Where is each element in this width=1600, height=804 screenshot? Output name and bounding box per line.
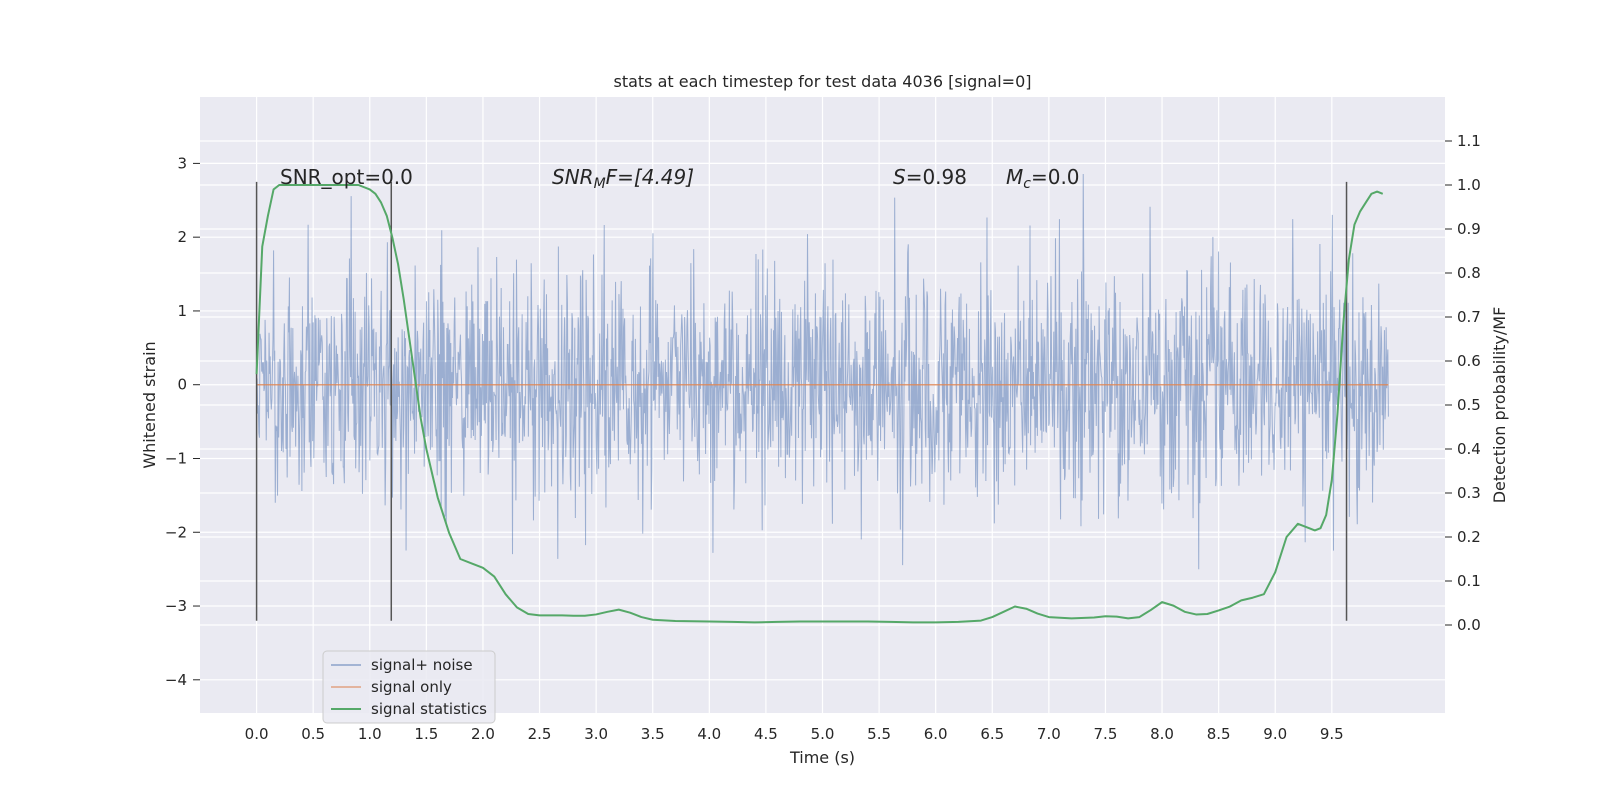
y-tick-label: 1	[177, 302, 187, 320]
vertical-markers	[255, 181, 1348, 621]
annotation-snr-mf-symbol: SNR	[552, 165, 594, 189]
legend-label-signal-statistics: signal statistics	[371, 700, 487, 718]
x-axis-label: Time (s)	[789, 748, 855, 767]
y-tick-label: −4	[165, 671, 187, 689]
x-tick-label: 1.5	[414, 725, 438, 743]
x-tick-label: 0.5	[301, 725, 325, 743]
annotation-s: S=0.98	[893, 165, 967, 189]
annotation-snr-opt: SNR_opt=0.0	[280, 165, 413, 189]
x-tick-label: 5.5	[867, 725, 891, 743]
y2-tick-label: 0.7	[1457, 308, 1481, 326]
y2-tick-label: 1.1	[1457, 132, 1481, 150]
signal-noise-series	[256, 174, 1389, 570]
x-tick-label: 6.0	[924, 725, 948, 743]
x-tick-label: 7.5	[1094, 725, 1118, 743]
y2-tick-label: 0.4	[1457, 440, 1481, 458]
legend-label-signal-noise: signal+ noise	[371, 656, 473, 674]
annotation-s-symbol: S	[893, 165, 906, 189]
x-tick-label: 6.5	[980, 725, 1004, 743]
x-tick-label: 8.5	[1207, 725, 1231, 743]
x-tick-label: 5.0	[811, 725, 835, 743]
annotation-snr-mf: SNRMF=[4.49]	[552, 165, 694, 192]
y2-tick-label: 0.8	[1457, 264, 1481, 282]
annotation-mc-symbol: M	[1006, 165, 1023, 189]
y2-tick-label: 0.0	[1457, 616, 1481, 634]
x-tick-label: 3.0	[584, 725, 608, 743]
signal-statistics-line	[255, 184, 1384, 624]
annotation-snr-mf-value: F=[4.49]	[606, 165, 694, 189]
signal-noise-line	[256, 174, 1389, 570]
annotation-mc-value: =0.0	[1031, 165, 1080, 189]
chart-title: stats at each timestep for test data 403…	[613, 72, 1031, 91]
y-tick-label: 2	[177, 228, 187, 246]
x-tick-label: 7.0	[1037, 725, 1061, 743]
annotation-s-value: =0.98	[906, 165, 967, 189]
y-tick-label: 0	[177, 376, 187, 394]
y2-tick-label: 0.2	[1457, 528, 1481, 546]
legend: signal+ noise signal only signal statist…	[322, 650, 496, 724]
x-tick-label: 4.5	[754, 725, 778, 743]
x-tick-label: 3.5	[641, 725, 665, 743]
y2-tick-label: 0.9	[1457, 220, 1481, 238]
x-tick-label: 0.0	[245, 725, 269, 743]
annotation-snr-mf-subscript: M	[594, 176, 606, 192]
signal-statistics-series	[255, 184, 1384, 624]
y2-axis-label: Detection probability/MF	[1490, 307, 1509, 504]
ticks: 0.0 0.5 1.0 1.5 2.0 2.5 3.0 3.5 4.0 4.5 5.0 5.5 6.0 6…	[165, 132, 1481, 743]
x-tick-label: 2.5	[528, 725, 552, 743]
y-axis-label: Whitened strain	[140, 341, 159, 468]
x-tick-label: 9.5	[1320, 725, 1344, 743]
x-tick-label: 2.0	[471, 725, 495, 743]
annotation-mc-subscript: c	[1023, 176, 1031, 192]
y-tick-label: −1	[165, 449, 187, 467]
y-tick-label: −3	[165, 597, 187, 615]
x-tick-label: 8.0	[1150, 725, 1174, 743]
annotation-mc: Mc=0.0	[1006, 165, 1080, 192]
y2-tick-label: 0.1	[1457, 572, 1481, 590]
y-tick-label: −2	[165, 523, 187, 541]
x-tick-label: 1.0	[358, 725, 382, 743]
y-tick-label: 3	[177, 154, 187, 172]
x-tick-label: 4.0	[697, 725, 721, 743]
x-tick-label: 9.0	[1263, 725, 1287, 743]
y2-tick-label: 0.3	[1457, 484, 1481, 502]
y2-tick-label: 1.0	[1457, 176, 1481, 194]
legend-label-signal-only: signal only	[371, 678, 452, 696]
y2-tick-label: 0.6	[1457, 352, 1481, 370]
legend-box	[322, 650, 496, 724]
y2-tick-label: 0.5	[1457, 396, 1481, 414]
